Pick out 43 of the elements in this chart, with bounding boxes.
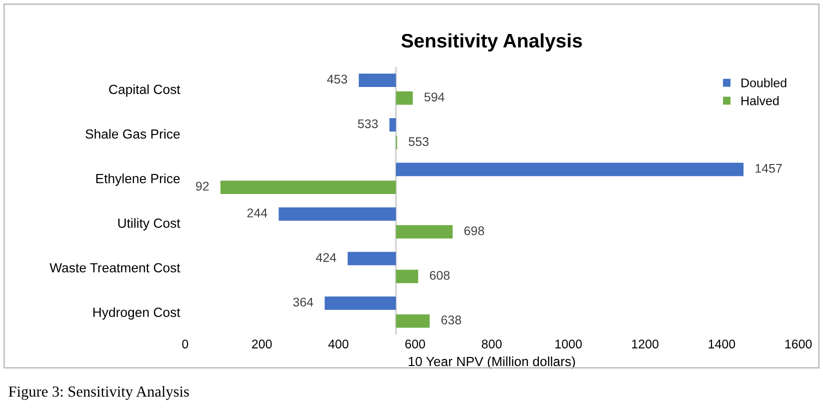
x-tick-label: 600: [405, 340, 426, 348]
data-label: 594: [424, 92, 444, 102]
x-tick-label: 1000: [555, 340, 582, 348]
bar: [396, 225, 453, 239]
bar: [396, 270, 418, 284]
bar: [396, 91, 413, 105]
legend-label: Doubled: [742, 78, 786, 88]
bar: [220, 180, 396, 194]
bar: [396, 162, 744, 176]
chart-title: Sensitivity Analysis: [401, 33, 582, 52]
legend-label: Halved: [742, 96, 779, 106]
data-label: 364: [293, 298, 314, 307]
data-label: 553: [408, 137, 429, 146]
x-tick-label: 400: [328, 340, 348, 348]
x-tick-label: 1200: [632, 340, 658, 348]
x-tick-label: 200: [252, 340, 272, 348]
data-label: 533: [358, 119, 378, 128]
data-label: 608: [430, 270, 450, 280]
x-tick-label: 1400: [708, 340, 736, 348]
y-tick-label: Capital Cost: [109, 84, 180, 97]
x-tick-label: 800: [482, 340, 502, 348]
y-tick-label: Waste Treatment Cost: [50, 263, 180, 272]
data-label: 1457: [756, 164, 782, 173]
x-tick-label: 1600: [785, 340, 812, 348]
bar: [348, 252, 396, 266]
data-label: 638: [441, 316, 462, 324]
bar: [396, 314, 430, 328]
data-label: 244: [247, 208, 268, 218]
bar: [324, 296, 396, 310]
y-tick-label: Hydrogen Cost: [93, 307, 180, 320]
caption: Figure 3: Sensitivity Analysis: [8, 386, 189, 400]
data-label: 698: [464, 226, 484, 236]
y-tick-label: Shale Gas Price: [86, 128, 180, 139]
data-label: 92: [196, 182, 209, 191]
bar: [278, 207, 396, 221]
x-axis-title: 10 Year NPV (Million dollars): [408, 356, 575, 369]
bar: [358, 74, 396, 87]
bar: [389, 118, 396, 132]
data-label: 424: [316, 253, 336, 262]
data-label: 453: [327, 74, 348, 84]
y-tick-label: Ethylene Price: [96, 174, 180, 186]
x-tick-label: 0: [182, 340, 188, 348]
y-tick-label: Utility Cost: [118, 218, 180, 230]
